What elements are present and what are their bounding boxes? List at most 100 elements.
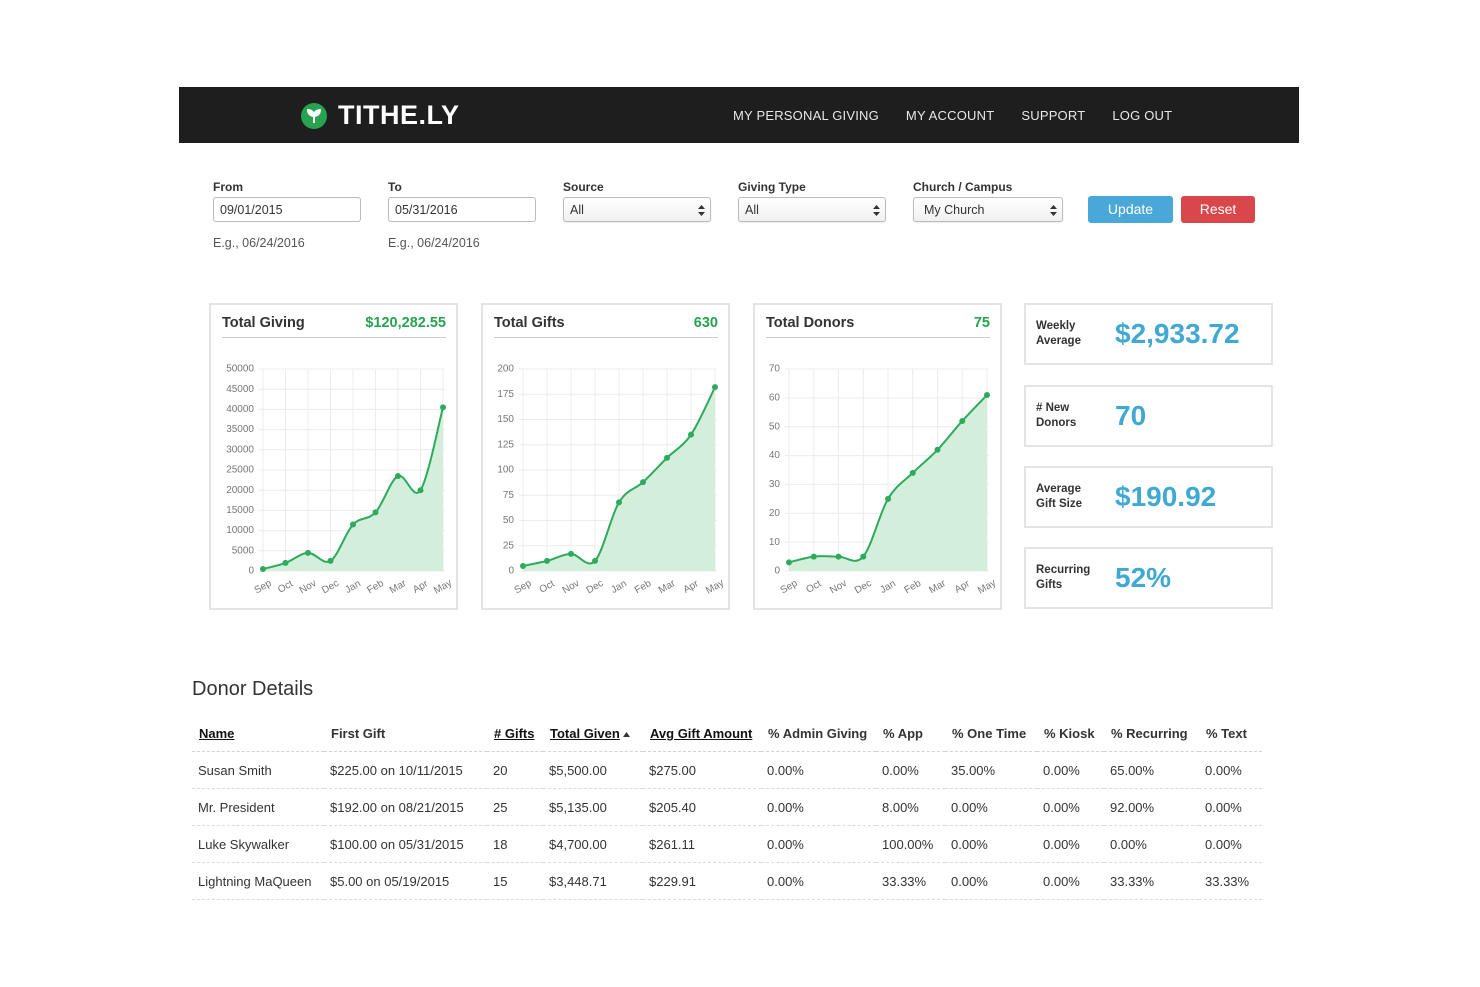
y-tick-label: 25 (503, 540, 515, 551)
table-row: Lightning MaQueen $5.00 on 05/19/2015 15 $3… (192, 862, 1262, 900)
point (616, 499, 622, 506)
chart-total: 75 (973, 315, 990, 331)
x-tick-label: Jan (878, 578, 897, 596)
y-tick-label: 150 (497, 414, 514, 425)
table-cell: 0.00% (1199, 825, 1262, 863)
chart-title: Total Donors (766, 315, 855, 331)
logo[interactable]: TITHE.LY (300, 100, 460, 131)
reset-button[interactable]: Reset (1181, 196, 1255, 223)
select[interactable]: All (563, 197, 711, 222)
stat-value: $190.92 (1115, 481, 1217, 512)
table-row: Susan Smith $225.00 on 10/11/2015 20 $5,500… (192, 751, 1262, 789)
table-cell: $5.00 on 05/19/2015 (324, 862, 487, 900)
y-tick-label: 10 (769, 537, 781, 548)
table-cell: 0.00% (945, 788, 1037, 826)
point (372, 509, 379, 516)
stat-label: Weekly Average (1036, 320, 1081, 347)
table-cell: 0.00% (1199, 751, 1262, 789)
x-tick-label: Feb (365, 578, 386, 596)
table-cell: Mr. President (192, 788, 324, 826)
column-header[interactable]: Name (199, 726, 235, 741)
x-tick-label: Sep (253, 578, 274, 597)
x-tick-label: Dec (853, 578, 874, 596)
table-cell: 0.00% (876, 751, 945, 789)
point (786, 559, 792, 566)
nav-link[interactable]: SUPPORT (1021, 107, 1086, 123)
x-tick-label: Oct (538, 578, 557, 595)
section-title: Donor Details (192, 678, 314, 700)
select-value: My Church (924, 203, 985, 217)
update-button[interactable]: Update (1088, 196, 1173, 223)
chart: 0 10 20 30 40 50 60 70 Sep Oct Nov Dec Jan Feb Mar Apr M… (769, 364, 998, 597)
x-tick-label: Oct (804, 578, 823, 595)
chart-title: Total Gifts (494, 315, 565, 331)
select[interactable]: My Church (913, 197, 1063, 222)
table-cell: 15 (487, 862, 543, 900)
column-header[interactable]: Avg Gift Amount (650, 726, 753, 741)
table-cell: 0.00% (945, 862, 1037, 900)
stat-label: # New Donors (1036, 402, 1077, 429)
point (640, 479, 646, 486)
x-tick-label: Apr (411, 578, 431, 596)
x-tick-label: Mar (388, 578, 409, 596)
brand: TITHE.LY (338, 100, 460, 130)
stat-value: $2,933.72 (1115, 318, 1240, 349)
column-header: % Recurring (1111, 726, 1188, 741)
chart-panel: 0 25 50 75 100 125 150 175 200 Sep Oct Nov Dec Jan Feb… (481, 303, 730, 610)
area (263, 407, 443, 571)
point (959, 417, 966, 424)
table-cell: 0.00% (1037, 788, 1104, 826)
nav-link[interactable]: LOG OUT (1112, 107, 1173, 123)
y-tick-label: 50 (503, 515, 515, 526)
area (523, 387, 715, 571)
table-cell: $261.11 (643, 825, 761, 863)
header-row: Name First Gift # Gifts Total Given Avg Gift… (192, 716, 1262, 752)
x-tick-label: Feb (633, 578, 654, 596)
y-tick-label: 50000 (226, 364, 254, 375)
table-cell: $229.91 (643, 862, 761, 900)
donor-table: Name First Gift # Gifts Total Given Avg Gift… (192, 716, 1262, 900)
table-cell: 0.00% (761, 825, 876, 863)
table-cell: 20 (487, 751, 543, 789)
point (984, 391, 990, 398)
table-cell: 92.00% (1104, 788, 1199, 826)
header-cell: # Gifts (487, 716, 543, 752)
header-cell: % Admin Giving (761, 716, 876, 752)
table-cell: $205.40 (643, 788, 761, 826)
select[interactable]: All (738, 197, 886, 222)
chart-total: 630 (693, 315, 718, 331)
date-input[interactable]: 09/01/2015 (213, 197, 361, 222)
point (544, 557, 550, 564)
table-cell: 0.00% (761, 862, 876, 900)
point (664, 454, 670, 461)
select-arrows (698, 205, 705, 216)
point (885, 495, 891, 502)
sort-arrow (622, 732, 630, 737)
column-header[interactable]: Total Given (550, 726, 620, 741)
table-row: Luke Skywalker $100.00 on 05/31/2015 18 $4,… (192, 825, 1262, 863)
y-tick-label: 5000 (232, 545, 255, 556)
x-tick-label: May (704, 578, 726, 597)
point (712, 384, 718, 391)
area (789, 394, 987, 571)
column-header[interactable]: # Gifts (494, 726, 535, 741)
date-input[interactable]: 05/31/2016 (388, 197, 536, 222)
point (350, 521, 356, 528)
header-cell: % App (876, 716, 945, 752)
nav-link[interactable]: MY ACCOUNT (905, 107, 995, 123)
column-header: % Admin Giving (768, 726, 868, 741)
table-row: Mr. President $192.00 on 08/21/2015 25 $5,1… (192, 788, 1262, 826)
y-tick-label: 125 (497, 439, 514, 450)
x-tick-label: Sep (513, 578, 534, 597)
stat-card: Weekly Average $2,933.72 (1024, 303, 1273, 365)
table-cell: 25 (487, 788, 543, 826)
table-cell: Luke Skywalker (192, 825, 324, 863)
table-cell: 0.00% (1037, 751, 1104, 789)
x-tick-label: Nov (298, 578, 319, 596)
point (305, 549, 311, 556)
header-cell: % Recurring (1104, 716, 1199, 752)
nav-link[interactable]: MY PERSONAL GIVING (733, 107, 879, 123)
stat-label: Recurring Gifts (1036, 564, 1091, 591)
point (260, 565, 266, 572)
divider (222, 337, 446, 338)
